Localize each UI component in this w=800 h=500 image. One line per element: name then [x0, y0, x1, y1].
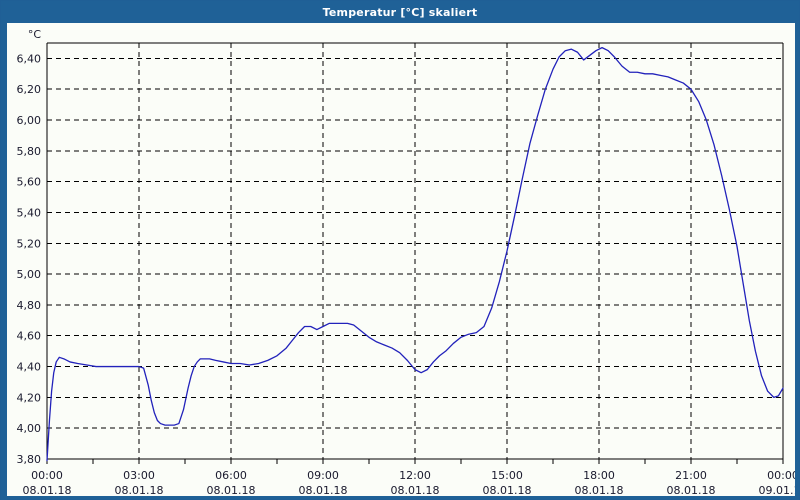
x-axis-time-label: 21:00: [675, 469, 707, 482]
x-axis-date-label: 09.01.18: [759, 484, 795, 496]
x-axis-time-label: 09:00: [307, 469, 339, 482]
x-axis-time-label: 18:00: [583, 469, 615, 482]
x-axis-time-label: 12:00: [399, 469, 431, 482]
y-axis-tick-label: 6,40: [17, 52, 42, 65]
y-axis-unit-label: °C: [28, 28, 42, 41]
x-axis-date-label: 08.01.18: [115, 484, 164, 496]
x-axis-date-label: 08.01.18: [23, 484, 72, 496]
x-axis-tickmarks: [46, 459, 784, 464]
y-axis-tick-label: 3,80: [17, 453, 42, 466]
x-axis-date-label: 08.01.18: [391, 484, 440, 496]
plot-area-container: 6,40 6,20 6,00 5,80 5,60 5,40 5,20 5,00 4,80 4,60…: [7, 23, 795, 496]
window-frame-right: [795, 23, 799, 500]
x-axis-labels: 00:00 08.01.18 03:00 08.01.18 06:00 08.01.18 0…: [23, 469, 795, 496]
x-axis-date-label: 08.01.18: [207, 484, 256, 496]
window-title-bar: Temperatur [°C] skaliert: [1, 1, 799, 23]
plot-border: [46, 42, 784, 460]
y-axis-tick-label: 4,20: [17, 391, 42, 404]
x-axis-time-label: 00:00: [31, 469, 63, 482]
x-axis-time-label: 03:00: [123, 469, 155, 482]
y-axis-labels: 6,40 6,20 6,00 5,80 5,60 5,40 5,20 5,00 4,80 4,60…: [17, 52, 42, 466]
y-axis-tick-label: 4,40: [17, 361, 42, 374]
y-axis-tick-label: 5,80: [17, 145, 42, 158]
x-axis-time-label: 06:00: [215, 469, 247, 482]
y-axis-tick-label: 4,60: [17, 330, 42, 343]
y-axis-tick-label: 4,00: [17, 422, 42, 435]
x-axis-date-label: 08.01.18: [299, 484, 348, 496]
y-axis-tick-label: 5,20: [17, 237, 42, 250]
temperature-line-chart: 6,40 6,20 6,00 5,80 5,60 5,40 5,20 5,00 4,80 4,60…: [17, 28, 796, 496]
x-axis-date-label: 08.01.18: [667, 484, 716, 496]
y-axis-tick-label: 4,80: [17, 299, 42, 312]
axis-lines: [46, 42, 784, 460]
y-axis-tick-label: 5,40: [17, 206, 42, 219]
y-axis-tick-label: 6,00: [17, 114, 42, 127]
temperature-series-line: [46, 46, 784, 462]
y-axis-tick-label: 5,60: [17, 176, 42, 189]
window-frame-left: [1, 23, 7, 500]
window-title: Temperatur [°C] skaliert: [322, 5, 478, 19]
x-axis-time-label: 15:00: [491, 469, 523, 482]
y-axis-tick-label: 5,00: [17, 268, 42, 281]
x-axis-time-label: 00:00: [767, 469, 795, 482]
y-axis-tick-label: 6,20: [17, 83, 42, 96]
x-axis-date-label: 08.01.18: [483, 484, 532, 496]
vertical-gridlines: [138, 43, 692, 459]
x-axis-date-label: 08.01.18: [575, 484, 624, 496]
window-frame-bottom: [1, 495, 799, 499]
